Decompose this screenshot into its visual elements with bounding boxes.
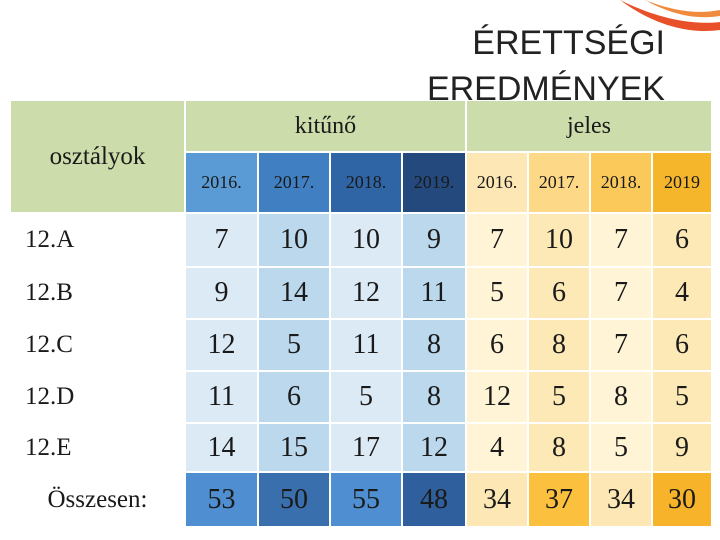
value-cell: 30 <box>653 473 711 526</box>
year-header: 2018. <box>331 153 401 212</box>
row-label: 12.C <box>11 320 184 370</box>
row-label: 12.B <box>11 268 184 318</box>
value-cell: 7 <box>186 214 257 266</box>
row-label: Összesen: <box>11 473 184 526</box>
value-cell: 12 <box>331 268 401 318</box>
value-cell: 5 <box>331 372 401 422</box>
value-cell: 10 <box>529 214 589 266</box>
value-cell: 5 <box>529 372 589 422</box>
value-cell: 8 <box>403 372 465 422</box>
year-header: 2018. <box>591 153 651 212</box>
value-cell: 4 <box>467 424 527 471</box>
value-cell: 14 <box>259 268 329 318</box>
year-header: 2016. <box>467 153 527 212</box>
value-cell: 7 <box>591 214 651 266</box>
value-cell: 7 <box>467 214 527 266</box>
value-cell: 11 <box>331 320 401 370</box>
value-cell: 10 <box>259 214 329 266</box>
value-cell: 8 <box>529 320 589 370</box>
value-cell: 14 <box>186 424 257 471</box>
value-cell: 9 <box>653 424 711 471</box>
value-cell: 5 <box>653 372 711 422</box>
year-header: 2019. <box>403 153 465 212</box>
value-cell: 6 <box>529 268 589 318</box>
group-header: kitűnő <box>186 101 465 151</box>
value-cell: 15 <box>259 424 329 471</box>
value-cell: 34 <box>467 473 527 526</box>
row-label: 12.E <box>11 424 184 471</box>
value-cell: 8 <box>529 424 589 471</box>
value-cell: 55 <box>331 473 401 526</box>
year-header: 2019 <box>653 153 711 212</box>
value-cell: 9 <box>186 268 257 318</box>
value-cell: 7 <box>591 320 651 370</box>
value-cell: 37 <box>529 473 589 526</box>
value-cell: 5 <box>591 424 651 471</box>
swoosh <box>645 0 720 18</box>
value-cell: 53 <box>186 473 257 526</box>
value-cell: 8 <box>591 372 651 422</box>
value-cell: 11 <box>186 372 257 422</box>
year-header: 2017. <box>529 153 589 212</box>
value-cell: 50 <box>259 473 329 526</box>
value-cell: 7 <box>591 268 651 318</box>
value-cell: 48 <box>403 473 465 526</box>
group-header: jeles <box>467 101 711 151</box>
value-cell: 17 <box>331 424 401 471</box>
value-cell: 4 <box>653 268 711 318</box>
value-cell: 6 <box>653 320 711 370</box>
value-cell: 5 <box>259 320 329 370</box>
row-label: 12.A <box>11 214 184 266</box>
value-cell: 12 <box>403 424 465 471</box>
row-header: osztályok <box>11 101 184 212</box>
value-cell: 11 <box>403 268 465 318</box>
value-cell: 5 <box>467 268 527 318</box>
year-header: 2016. <box>186 153 257 212</box>
row-label: 12.D <box>11 372 184 422</box>
value-cell: 8 <box>403 320 465 370</box>
value-cell: 9 <box>403 214 465 266</box>
value-cell: 12 <box>467 372 527 422</box>
decoration <box>620 0 720 31</box>
value-cell: 10 <box>331 214 401 266</box>
value-cell: 6 <box>259 372 329 422</box>
swoosh <box>620 0 720 31</box>
year-header: 2017. <box>259 153 329 212</box>
value-cell: 6 <box>467 320 527 370</box>
value-cell: 6 <box>653 214 711 266</box>
value-cell: 12 <box>186 320 257 370</box>
value-cell: 34 <box>591 473 651 526</box>
